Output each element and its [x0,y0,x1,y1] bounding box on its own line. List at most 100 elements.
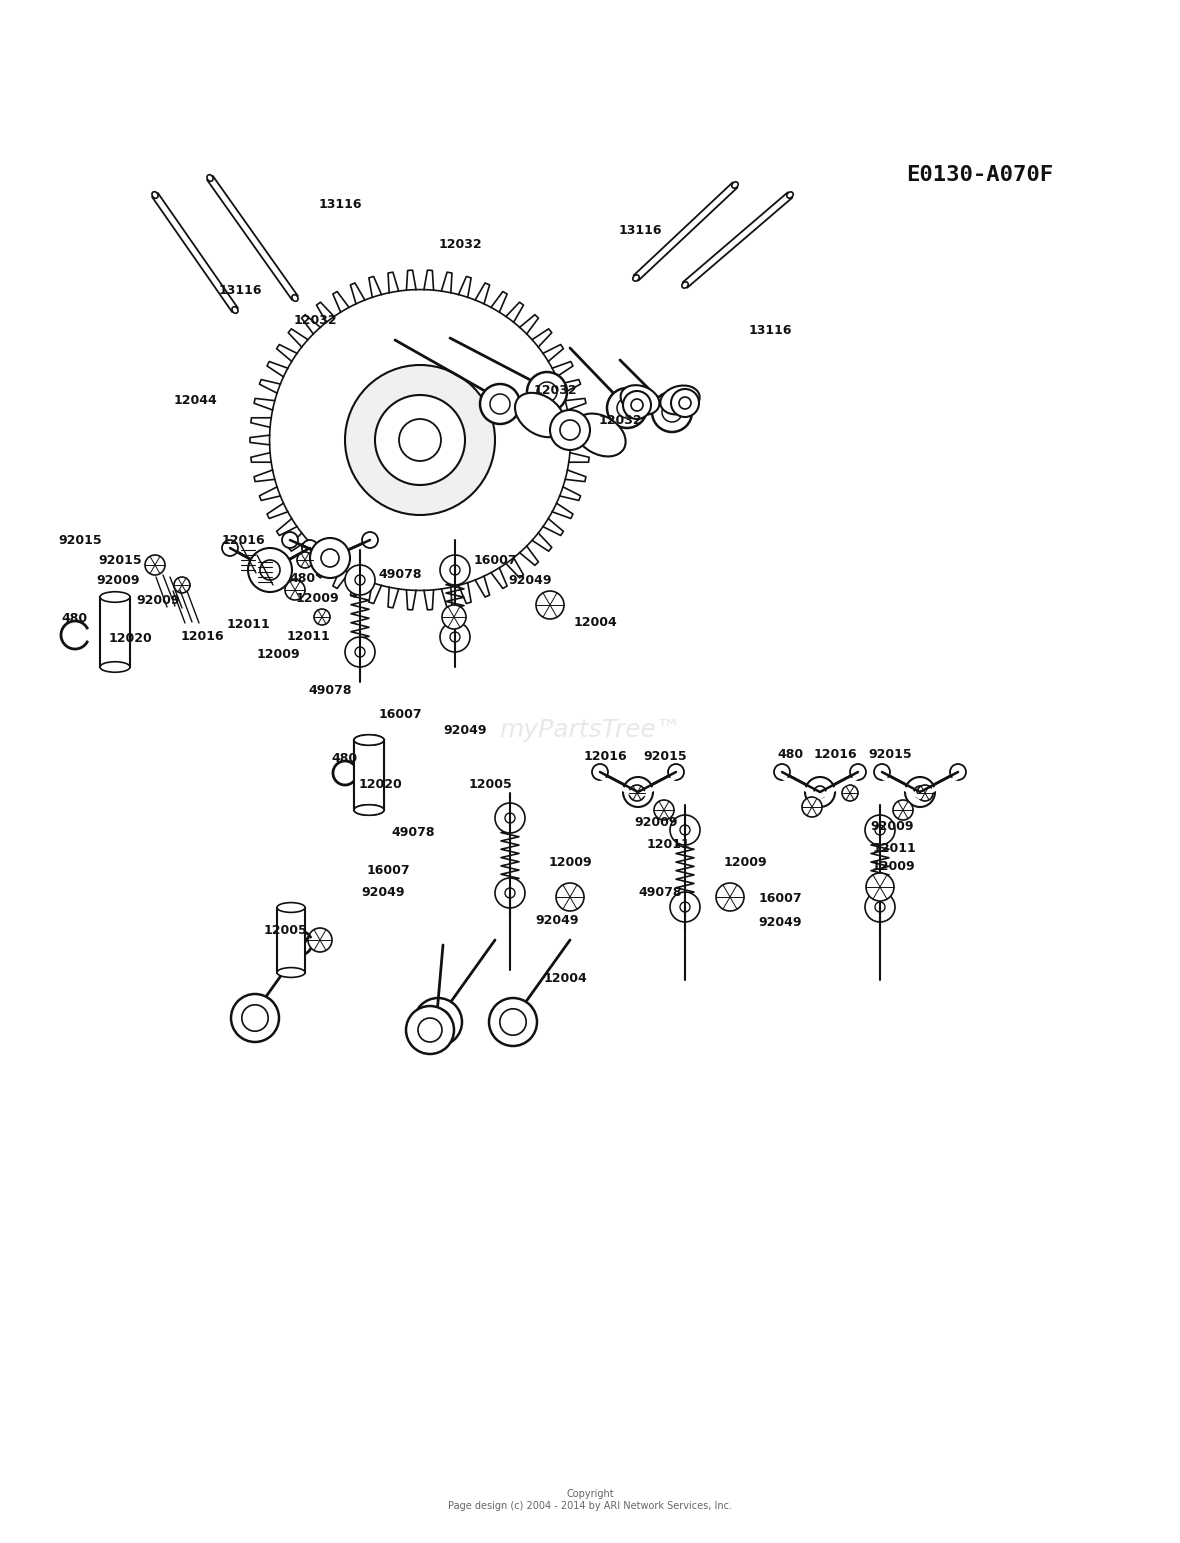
Circle shape [375,395,465,485]
Circle shape [414,998,463,1046]
Ellipse shape [100,593,130,602]
Ellipse shape [575,414,625,457]
Circle shape [321,549,339,566]
Text: myPartsTree™: myPartsTree™ [499,717,681,742]
Circle shape [242,1004,268,1031]
Ellipse shape [354,805,384,815]
Text: 12011: 12011 [647,838,690,852]
Text: 92009: 92009 [136,594,179,606]
Circle shape [345,565,375,596]
Circle shape [248,548,291,593]
Circle shape [654,799,674,819]
Circle shape [494,878,525,907]
Text: 13116: 13116 [319,199,362,211]
Circle shape [629,785,645,801]
Circle shape [680,826,690,835]
Text: 12009: 12009 [256,648,300,662]
Text: 12032: 12032 [598,414,642,426]
Text: 480: 480 [290,571,316,585]
Text: 12009: 12009 [871,861,915,873]
Circle shape [950,764,966,781]
Circle shape [145,555,165,576]
Ellipse shape [787,191,793,198]
Circle shape [537,383,557,403]
Ellipse shape [632,275,640,281]
Circle shape [505,813,514,822]
Circle shape [324,552,336,565]
Circle shape [617,398,637,418]
Text: 92009: 92009 [870,819,913,833]
Circle shape [668,764,684,781]
Circle shape [607,387,647,427]
Circle shape [670,892,700,923]
Text: 13116: 13116 [618,224,662,236]
Circle shape [345,366,494,515]
Text: 49078: 49078 [308,684,352,696]
Circle shape [805,778,835,807]
Circle shape [264,565,276,576]
Circle shape [440,555,470,585]
Text: 92009: 92009 [635,816,677,830]
Circle shape [632,785,644,798]
Bar [100,597,130,667]
Circle shape [418,1018,442,1042]
Bar [277,907,304,972]
Circle shape [680,903,690,912]
Text: 480: 480 [61,611,88,625]
Text: 12044: 12044 [173,393,217,406]
Text: 92049: 92049 [509,574,552,586]
Ellipse shape [732,182,739,188]
Text: 16007: 16007 [473,554,517,566]
Ellipse shape [206,174,214,181]
Circle shape [425,1009,451,1035]
Circle shape [490,393,510,414]
Circle shape [314,609,330,625]
Text: 12009: 12009 [549,855,592,869]
Text: 92015: 92015 [58,534,101,546]
Circle shape [442,605,466,630]
Circle shape [876,826,885,835]
Text: 12009: 12009 [295,591,339,605]
Circle shape [592,764,608,781]
Text: 13116: 13116 [748,324,792,336]
Circle shape [662,403,682,421]
Circle shape [874,764,890,781]
Circle shape [653,392,691,432]
Circle shape [850,764,866,781]
Text: 12005: 12005 [263,924,307,937]
Circle shape [671,389,699,417]
Ellipse shape [152,191,158,199]
Circle shape [173,577,190,593]
Circle shape [917,785,933,801]
Circle shape [505,889,514,898]
Bar [354,741,384,810]
Ellipse shape [354,734,384,745]
Ellipse shape [354,734,384,745]
Ellipse shape [232,307,238,313]
Ellipse shape [277,903,304,912]
Bar [354,741,384,810]
Text: 12032: 12032 [293,313,336,327]
Text: 12011: 12011 [227,619,270,631]
Text: 16007: 16007 [378,708,421,722]
Circle shape [355,576,365,585]
Circle shape [406,1006,454,1054]
Circle shape [623,390,651,420]
Ellipse shape [514,393,565,437]
Text: 480: 480 [776,748,804,762]
Circle shape [865,815,894,846]
Text: 92049: 92049 [361,887,405,900]
Text: E0130-A070F: E0130-A070F [906,165,1054,185]
Text: 92015: 92015 [868,748,912,762]
Circle shape [560,420,581,440]
Text: 12005: 12005 [468,778,512,790]
Circle shape [450,565,460,576]
Circle shape [914,785,926,798]
Circle shape [716,883,745,910]
Circle shape [286,580,304,600]
Circle shape [631,400,643,410]
Text: 12020: 12020 [358,779,402,792]
Circle shape [527,372,568,412]
Text: Copyright
Page design (c) 2004 - 2014 by ARI Network Services, Inc.: Copyright Page design (c) 2004 - 2014 by… [448,1489,732,1511]
Circle shape [308,927,332,952]
